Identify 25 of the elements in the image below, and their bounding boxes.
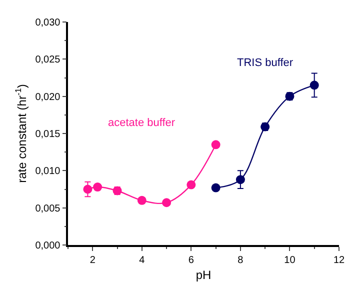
y-tick-label: 0,005 — [35, 203, 61, 214]
point — [137, 196, 146, 205]
y-tick-label: 0,025 — [35, 54, 61, 66]
point — [162, 198, 172, 208]
x-tick-label: 2 — [90, 254, 96, 266]
y-tick-label: 0,010 — [35, 166, 61, 178]
x-tick-label: 8 — [238, 254, 244, 266]
point — [236, 175, 245, 184]
y-tick-label: 0,015 — [35, 129, 61, 140]
point — [310, 80, 319, 90]
point — [211, 183, 220, 192]
x-tick-label: 4 — [139, 254, 146, 266]
x-tick-label: 10 — [284, 254, 296, 266]
x-tick-label: 12 — [333, 254, 345, 266]
x-axis-title: pH — [196, 268, 212, 282]
y-tick-label: 0,000 — [35, 240, 61, 252]
point — [93, 182, 102, 192]
y-tick-label: 0,030 — [35, 18, 61, 28]
point — [186, 180, 196, 190]
text: TRIS buffer — [237, 57, 294, 69]
point — [83, 184, 92, 194]
x-tick-label: 6 — [188, 254, 194, 266]
y-tick-label: 0,020 — [35, 92, 61, 103]
point — [211, 140, 220, 150]
text: acetate buffer — [108, 117, 176, 129]
